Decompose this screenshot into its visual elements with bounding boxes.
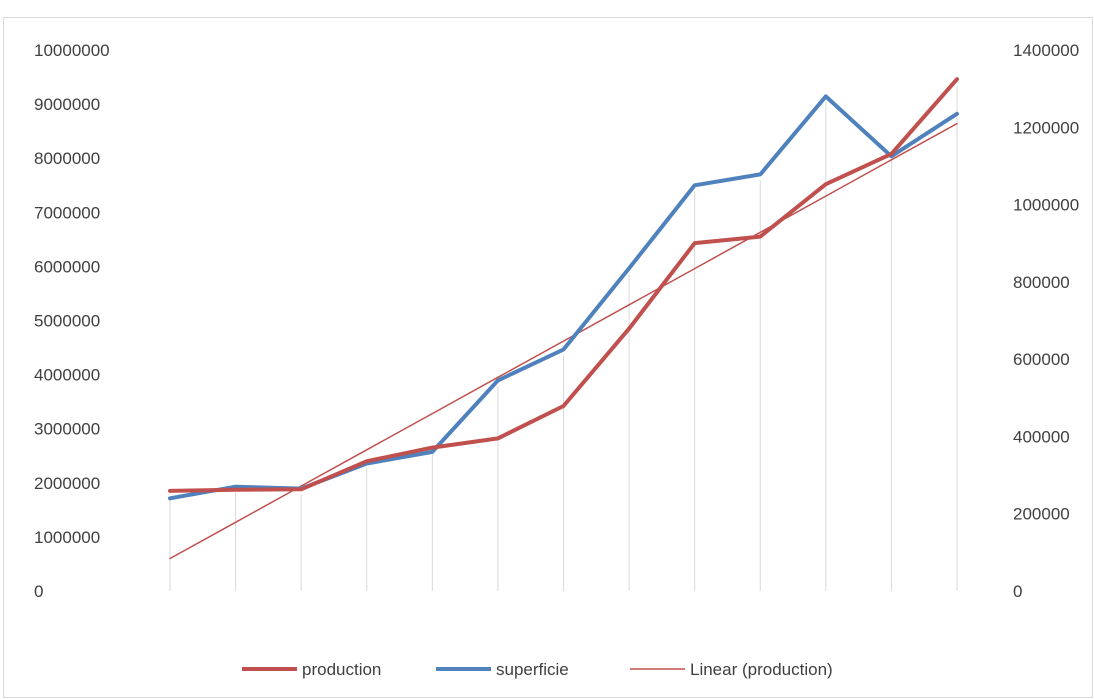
right-tick-label: 400000 <box>1013 427 1070 446</box>
right-tick-label: 0 <box>1013 582 1022 601</box>
right-tick-label: 200000 <box>1013 505 1070 524</box>
right-tick-label: 1000000 <box>1013 196 1079 215</box>
left-tick-label: 4000000 <box>34 366 100 385</box>
left-tick-label: 9000000 <box>34 95 100 114</box>
series-line-linear-production <box>169 122 958 560</box>
left-tick-label: 5000000 <box>34 312 100 331</box>
legend-label-production: production <box>302 660 381 679</box>
right-y-axis: 0 200000 400000 600000 800000 1000000 1200000 1… <box>1013 41 1079 601</box>
series-lines <box>168 77 959 560</box>
left-tick-label: 1000000 <box>34 528 100 547</box>
left-tick-label: 6000000 <box>34 257 100 276</box>
legend-label-superficie: superficie <box>496 660 569 679</box>
legend: production superficie Linear (production… <box>242 660 833 679</box>
left-tick-label: 8000000 <box>34 149 100 168</box>
left-tick-label: 2000000 <box>34 474 100 493</box>
legend-label-linear-production: Linear (production) <box>690 660 833 679</box>
left-y-axis: 0 1000000 2000000 3000000 4000000 5000000 6000… <box>34 41 110 601</box>
left-tick-label: 7000000 <box>34 203 100 222</box>
right-tick-label: 1200000 <box>1013 118 1079 137</box>
series-line-production <box>168 77 959 493</box>
left-tick-label: 10000000 <box>34 41 110 60</box>
right-tick-label: 800000 <box>1013 273 1070 292</box>
right-tick-label: 600000 <box>1013 350 1070 369</box>
left-tick-label: 3000000 <box>34 420 100 439</box>
left-tick-label: 0 <box>34 582 43 601</box>
vertical-gridlines <box>169 85 958 591</box>
right-tick-label: 1400000 <box>1013 41 1079 60</box>
